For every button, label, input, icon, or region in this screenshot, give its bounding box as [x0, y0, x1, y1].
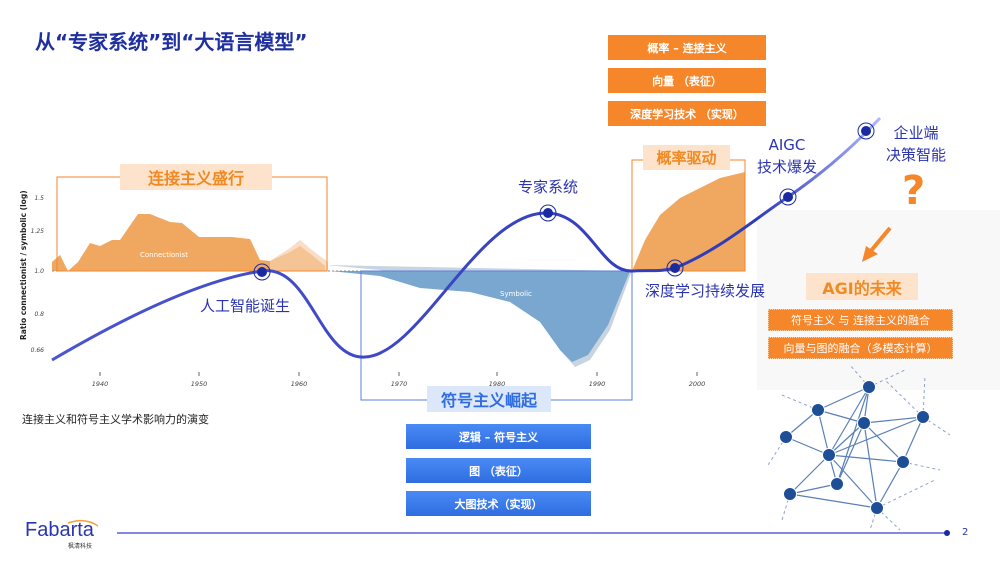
x-tick: 1960	[291, 380, 308, 388]
blue-box-graph: 图 （表征）	[406, 458, 591, 483]
milestone-enterprise: 企业端 决策智能	[874, 122, 958, 166]
network-edge	[828, 416, 924, 456]
aigc-line1: AIGC	[768, 136, 806, 154]
y-axis-label: Ratio connectionist / symbolic (log)	[19, 190, 28, 340]
aigc-line2: 技术爆发	[756, 158, 817, 176]
orange-box-probability: 概率 – 连接主义	[608, 35, 766, 60]
enterprise-line2: 决策智能	[885, 146, 946, 164]
network-edge	[902, 416, 924, 463]
blue-box-big-graph: 大图技术（实现）	[406, 491, 591, 516]
network-edge	[817, 409, 865, 424]
y-tick: 1.25	[31, 228, 45, 235]
network-edge	[863, 422, 904, 463]
footer-dot	[944, 530, 950, 536]
logo-subtitle: 枫清科技	[68, 543, 93, 550]
network-node-icon	[862, 380, 876, 394]
network-edge	[863, 422, 878, 509]
network-node-icon	[916, 410, 930, 424]
network-edge	[836, 422, 865, 485]
x-tick: 2000	[689, 380, 706, 388]
connectionist-area	[52, 214, 325, 271]
symbolic-area	[330, 271, 630, 362]
network-edge	[817, 409, 830, 456]
x-tick: 1940	[92, 380, 109, 388]
network-dashed-edge	[849, 364, 870, 388]
x-tick: 1970	[391, 380, 408, 388]
network-dashed-edge	[876, 507, 901, 531]
network-edge	[836, 386, 870, 485]
page-number: 2	[962, 527, 969, 538]
network-node-icon	[857, 416, 871, 430]
series-label-symbolic: Symbolic	[500, 290, 532, 298]
network-dashed-edge	[781, 493, 791, 521]
network-edge	[876, 461, 904, 509]
network-edge	[863, 416, 924, 424]
y-tick: 0.66	[31, 347, 45, 354]
x-tick: 1950	[191, 380, 208, 388]
question-mark-icon: ?	[902, 168, 926, 214]
connectionist-shadow	[270, 240, 328, 271]
network-dashed-edge	[876, 479, 936, 509]
network-edge	[789, 483, 838, 495]
network-node-icon	[779, 430, 793, 444]
y-tick: 1.5	[34, 195, 44, 202]
network-dashed-edge	[884, 379, 924, 418]
network-node-icon	[811, 403, 825, 417]
network-edge	[789, 454, 830, 495]
series-label-connectionist: Connectionist	[140, 251, 188, 259]
arrow-icon	[868, 226, 892, 254]
arrow-head-icon	[862, 246, 878, 262]
x-tick: 1980	[489, 380, 506, 388]
blue-box-logic: 逻辑 – 符号主义	[406, 424, 591, 449]
period-label-connectionist: 连接主义盛行	[120, 164, 272, 190]
agi-panel	[757, 210, 1000, 390]
milestone-deep-learning: 深度学习持续发展	[644, 282, 765, 300]
network-dashed-edge	[869, 507, 878, 531]
network-edge	[817, 386, 870, 411]
network-edge	[785, 436, 830, 456]
network-edge	[828, 454, 878, 509]
agi-title: AGI的未来	[806, 273, 918, 300]
orange-box-deep-learning: 深度学习技术 （实现）	[608, 101, 766, 126]
milestone-dots	[253, 122, 875, 281]
network-node-icon	[822, 448, 836, 462]
agi-item: 向量与图的融合（多模态计算）	[768, 337, 953, 359]
x-tick: 1990	[589, 380, 606, 388]
y-tick: 1.0	[34, 268, 44, 275]
network-node-icon	[870, 501, 884, 515]
enterprise-line1: 企业端	[893, 124, 939, 142]
network-dashed-edge	[922, 374, 926, 418]
milestone-aigc: AIGC 技术爆发	[745, 134, 829, 178]
y-tick: 0.8	[34, 311, 44, 318]
orange-box-vector: 向量 （表征）	[608, 68, 766, 93]
network-node-icon	[830, 477, 844, 491]
network-node-icon	[896, 455, 910, 469]
network-edge	[828, 422, 865, 456]
agi-item: 符号主义 与 连接主义的融合	[768, 309, 953, 331]
logo: Fabarta	[25, 519, 94, 541]
network-node-icon	[783, 487, 797, 501]
network-edge	[828, 386, 870, 456]
milestone-ai-birth: 人工智能诞生	[199, 297, 290, 315]
network-edge	[828, 454, 904, 463]
milestone-expert-system: 专家系统	[517, 178, 578, 196]
chart-caption: 连接主义和符号主义学术影响力的演变	[22, 413, 209, 426]
network-edge	[789, 493, 878, 509]
network-graph-icon	[767, 364, 951, 531]
probability-area	[632, 172, 745, 271]
period-label-probability: 概率驱动	[643, 145, 730, 170]
page-title: 从“专家系统”到“大语言模型”	[35, 30, 308, 54]
period-label-symbolic: 符号主义崛起	[427, 386, 551, 412]
logo-swoosh	[67, 519, 99, 527]
